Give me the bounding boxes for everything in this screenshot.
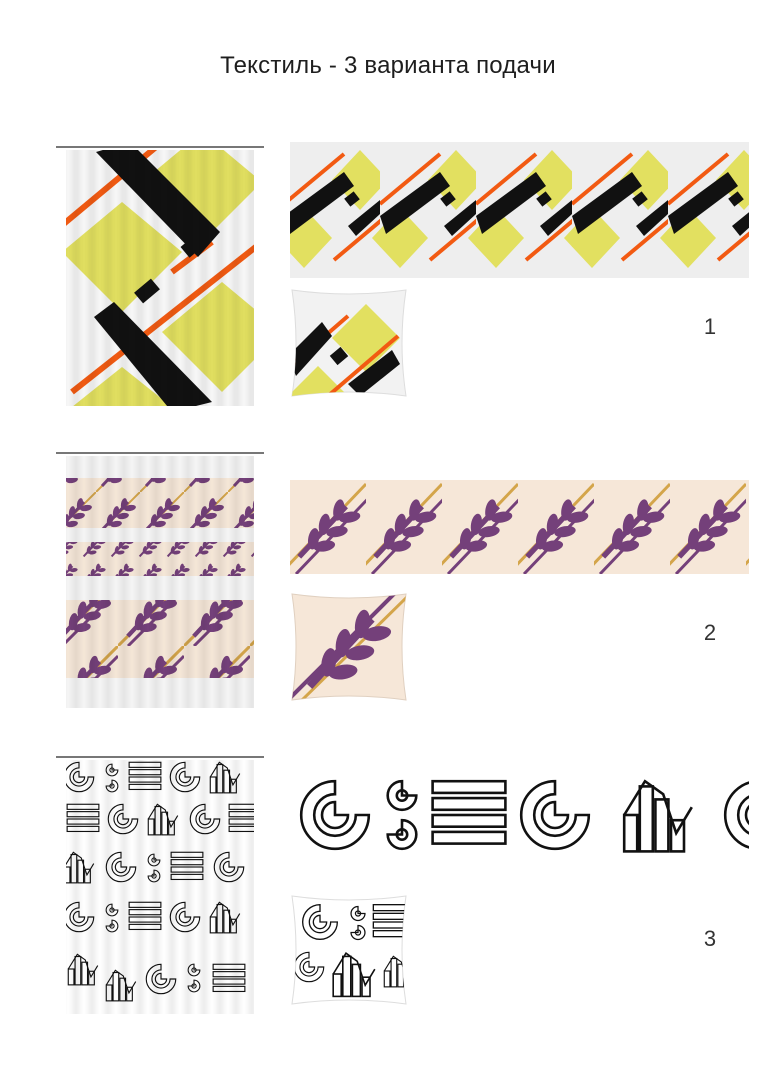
- pillow-mockup-1: [288, 286, 410, 400]
- curtain-mockup-1: [52, 142, 268, 410]
- variant-number-3: 3: [703, 926, 717, 951]
- pattern-band-3: [290, 770, 749, 860]
- pattern-band-2: [290, 480, 749, 574]
- variant-number-1: 1: [703, 314, 717, 339]
- pillow-mockup-2: [288, 590, 410, 704]
- curtain-mockup-3: [52, 752, 268, 1018]
- curtain-mockup-2: [52, 448, 268, 714]
- pattern-band-1: [290, 142, 749, 278]
- variant-number-2: 2: [703, 620, 717, 645]
- page-title: Текстиль - 3 варианта подачи: [220, 52, 556, 79]
- pillow-mockup-3: [288, 892, 410, 1008]
